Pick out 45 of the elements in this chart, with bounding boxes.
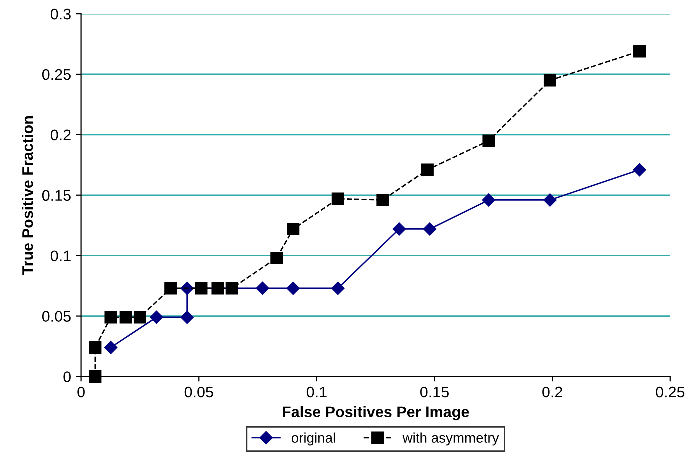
- point: [256, 282, 270, 296]
- y-tick-label: 0.05: [42, 311, 71, 322]
- legend-label: with asymmetry: [402, 432, 500, 446]
- point: [164, 282, 178, 295]
- x-tick-label: 0.1: [306, 386, 327, 398]
- point: [482, 134, 496, 148]
- point: [150, 310, 164, 324]
- x-tick-label: 0.15: [420, 386, 449, 398]
- point: [633, 163, 646, 177]
- point: [332, 192, 344, 206]
- x-tick-label: 0: [78, 386, 85, 398]
- point: [423, 222, 437, 236]
- point: [376, 194, 390, 206]
- point: [134, 311, 146, 324]
- point: [482, 194, 496, 207]
- point: [212, 282, 224, 295]
- point: [544, 194, 557, 207]
- point: [89, 370, 102, 383]
- y-tick-label: 0.15: [42, 190, 71, 202]
- y-tick-label: 0.25: [42, 69, 71, 80]
- y-tick-label: 0.1: [50, 250, 71, 262]
- y-tick-label: 0: [64, 372, 71, 382]
- x-tick-label: 0.25: [656, 386, 685, 398]
- point: [421, 164, 434, 176]
- point: [226, 282, 238, 295]
- point: [104, 341, 118, 354]
- x-tick-label: 0.05: [184, 386, 214, 398]
- point: [287, 222, 300, 236]
- point: [120, 311, 132, 324]
- x-tick-label: 0.2: [542, 386, 562, 398]
- point: [286, 282, 300, 296]
- point: [180, 310, 194, 324]
- x-axis-title: False Positives Per Image: [283, 406, 470, 421]
- y-axis-title: True Positive Fraction: [22, 116, 34, 276]
- point: [89, 341, 102, 354]
- point: [104, 311, 118, 324]
- legend-label: original: [292, 432, 336, 446]
- point: [634, 45, 646, 58]
- point: [392, 222, 406, 236]
- point: [544, 74, 556, 87]
- point: [195, 282, 208, 295]
- y-tick-label: 0.2: [50, 130, 71, 141]
- y-tick-label: 0.3: [50, 8, 71, 20]
- point: [332, 282, 345, 296]
- point: [270, 252, 284, 265]
